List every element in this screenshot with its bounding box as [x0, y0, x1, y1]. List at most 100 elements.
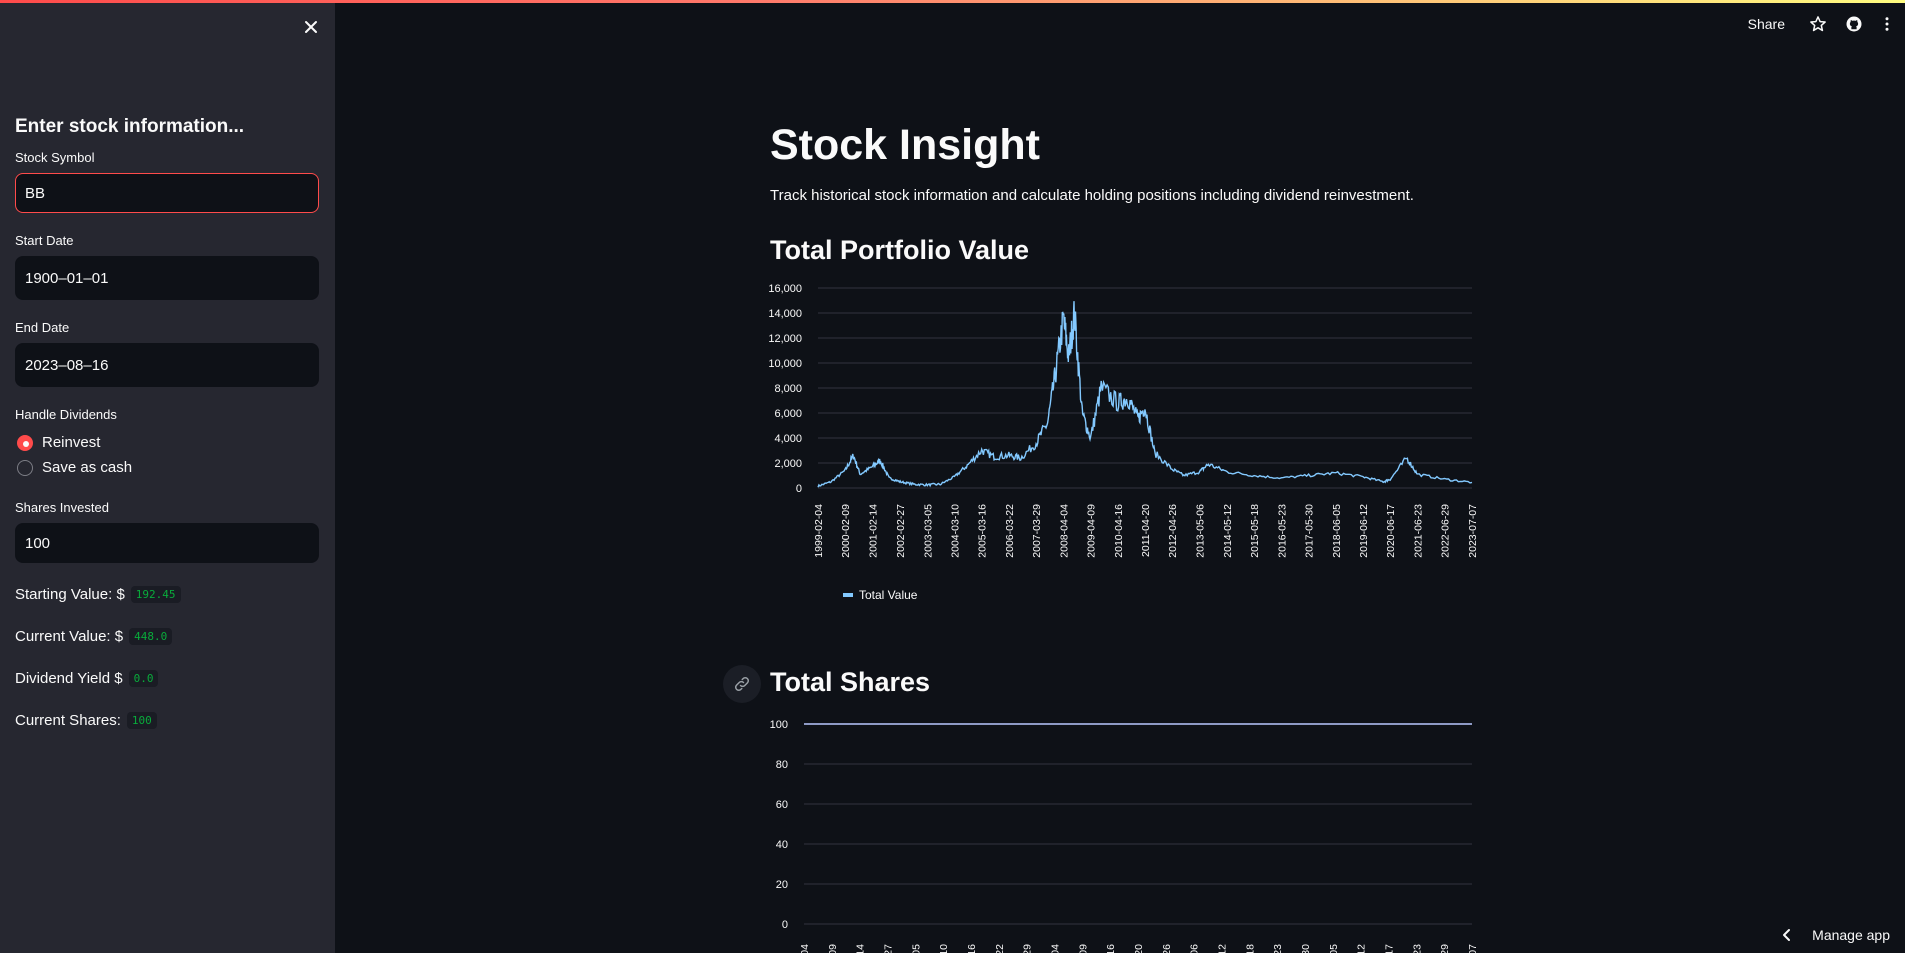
manage-app-label: Manage app	[1812, 927, 1890, 943]
x-tick-label: 26	[1161, 944, 1173, 953]
x-tick-label: 2009-04-09	[1086, 504, 1098, 558]
x-tick-label: 2006-03-22	[1004, 504, 1016, 558]
x-tick-label: 05	[1328, 944, 1340, 953]
start-date-label: Start Date	[15, 233, 319, 248]
section-portfolio-title: Total Portfolio Value	[770, 235, 1029, 266]
x-tick-label: 23	[1272, 944, 1284, 953]
x-tick-label: 2007-03-29	[1031, 504, 1043, 558]
y-tick-label: 40	[776, 839, 788, 851]
sidebar-heading: Enter stock information...	[15, 116, 319, 138]
x-tick-label: 17	[1384, 944, 1396, 953]
y-tick-label: 2,000	[774, 458, 802, 470]
x-tick-label: 2013-05-06	[1195, 504, 1207, 558]
x-tick-label: 04	[799, 944, 811, 953]
x-tick-label: 2019-06-12	[1358, 504, 1370, 558]
y-tick-label: 20	[776, 879, 788, 891]
x-tick-label: 04	[1050, 944, 1062, 953]
sidebar-form: Enter stock information... Stock Symbol …	[15, 116, 319, 741]
stat-value: 448.0	[129, 628, 172, 645]
x-tick-label: 2022-06-29	[1440, 504, 1452, 558]
y-tick-label: 0	[782, 919, 788, 931]
x-tick-label: 29	[1439, 944, 1451, 953]
github-icon[interactable]	[1845, 15, 1863, 33]
manage-app-button[interactable]: Manage app	[1780, 927, 1890, 943]
radio-reinvest[interactable]: Reinvest	[15, 430, 319, 455]
stat-value: 0.0	[129, 670, 159, 687]
x-tick-label: 2001-02-14	[867, 504, 879, 558]
y-tick-label: 60	[776, 799, 788, 811]
x-tick-label: 29	[1022, 944, 1034, 953]
x-tick-label: 2000-02-09	[840, 504, 852, 558]
x-tick-label: 2005-03-16	[977, 504, 989, 558]
x-tick-label: 12	[1356, 944, 1368, 953]
x-tick-label: 2016-05-23	[1276, 504, 1288, 558]
share-button[interactable]: Share	[1748, 16, 1785, 32]
x-tick-label: 23	[1411, 944, 1423, 953]
x-tick-label: 27	[883, 944, 895, 953]
legend-label: Total Value	[859, 588, 918, 602]
x-tick-label: 05	[910, 944, 922, 953]
header-toolbar: Share	[1748, 15, 1905, 33]
shares-label: Shares Invested	[15, 500, 319, 515]
link-icon	[733, 675, 751, 693]
y-tick-label: 6,000	[774, 408, 802, 420]
close-sidebar-button[interactable]	[300, 16, 322, 38]
shares-input[interactable]	[15, 523, 319, 563]
x-tick-label: 06	[1189, 944, 1201, 953]
x-tick-label: 20	[1133, 944, 1145, 953]
more-menu-icon[interactable]	[1881, 15, 1893, 33]
stat-label: Starting Value: $	[15, 586, 125, 603]
x-tick-label: 10	[938, 944, 950, 953]
stat-dividend-yield: Dividend Yield $ 0.0	[15, 657, 319, 699]
x-tick-label: 2012-04-26	[1167, 504, 1179, 558]
close-icon	[300, 16, 322, 38]
star-icon[interactable]	[1809, 15, 1827, 33]
dividends-label: Handle Dividends	[15, 407, 319, 422]
x-tick-label: 2010-04-16	[1113, 504, 1125, 558]
page-description: Track historical stock information and c…	[770, 187, 1470, 204]
y-tick-label: 8,000	[774, 383, 802, 395]
y-tick-label: 10,000	[768, 358, 802, 370]
y-tick-label: 12,000	[768, 333, 802, 345]
radio-unselected-icon	[17, 460, 33, 476]
x-tick-label: 14	[855, 944, 867, 953]
stat-value: 192.45	[131, 586, 181, 603]
y-tick-label: 0	[796, 483, 802, 495]
x-tick-label: 1999-02-04	[813, 504, 825, 558]
y-tick-label: 4,000	[774, 433, 802, 445]
symbol-input[interactable]	[15, 173, 319, 213]
stat-current-value: Current Value: $ 448.0	[15, 615, 319, 657]
x-tick-label: 2011-04-20	[1140, 504, 1152, 557]
x-tick-label: 07	[1467, 944, 1479, 953]
stat-starting-value: Starting Value: $ 192.45	[15, 573, 319, 615]
x-tick-label: 2002-02-27	[895, 504, 907, 558]
x-tick-label: 2023-07-07	[1467, 504, 1479, 558]
end-date-input[interactable]	[15, 343, 319, 387]
x-tick-label: 2021-06-23	[1412, 504, 1424, 558]
x-tick-label: 2020-06-17	[1385, 504, 1397, 558]
anchor-link-button[interactable]	[723, 665, 761, 703]
symbol-label: Stock Symbol	[15, 150, 319, 165]
x-tick-label: 22	[994, 944, 1006, 953]
stat-label: Current Shares:	[15, 712, 121, 729]
radio-selected-icon	[17, 435, 33, 451]
portfolio-value-chart[interactable]: 0 2,000 4,000 6,000 8,000 10,000 12,000 14,000 1…	[760, 280, 1480, 620]
page-title: Stock Insight	[770, 115, 1470, 175]
radio-save-as-cash-label: Save as cash	[42, 459, 132, 476]
end-date-label: End Date	[15, 320, 319, 335]
y-tick-label: 16,000	[768, 283, 802, 295]
top-decoration-bar	[0, 0, 1905, 3]
x-tick-label: 2014-05-12	[1222, 504, 1234, 558]
sidebar: Enter stock information... Stock Symbol …	[0, 0, 335, 953]
x-tick-label: 2004-03-10	[949, 504, 961, 558]
x-tick-label: 09	[1077, 944, 1089, 953]
y-tick-label: 80	[776, 759, 788, 771]
radio-save-as-cash[interactable]: Save as cash	[15, 455, 319, 480]
x-tick-label: 16	[966, 944, 978, 953]
start-date-input[interactable]	[15, 256, 319, 300]
legend-swatch	[843, 593, 853, 597]
stat-label: Current Value: $	[15, 628, 123, 645]
x-tick-label: 2018-06-05	[1331, 504, 1343, 558]
chevron-left-icon	[1780, 928, 1794, 942]
total-shares-chart[interactable]: 0 20 40 60 80 100 04 09 14 27 05 10 16 22 29 04 09 16 20 26…	[760, 708, 1480, 953]
